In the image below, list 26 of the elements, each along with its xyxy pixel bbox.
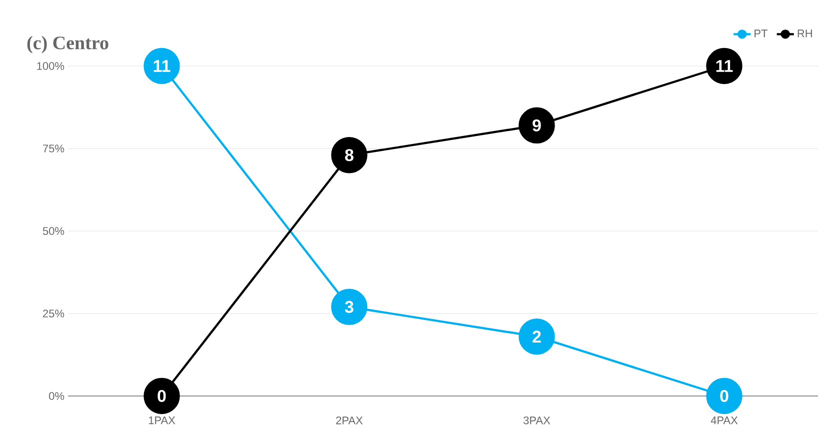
point <box>706 378 742 414</box>
y-tick-label: 75% <box>43 144 64 152</box>
annotation: 9 <box>532 119 541 132</box>
y-tick-label: 50% <box>42 227 64 235</box>
chart-title: (c) Centro <box>27 36 108 54</box>
annotation: 3 <box>344 300 354 313</box>
x-tick-label: 4PAX <box>710 416 738 424</box>
point <box>518 107 555 144</box>
annotation: 8 <box>345 149 354 162</box>
x-tick-label: 1PAX <box>148 416 176 424</box>
point <box>331 288 368 325</box>
x-tick-label: 2PAX <box>336 416 363 424</box>
legend-label: PT <box>754 30 768 38</box>
annotation: 11 <box>154 60 170 72</box>
annotation: 0 <box>158 390 166 402</box>
point <box>518 318 555 355</box>
legend-label: RH <box>798 30 812 38</box>
annotation: 11 <box>716 60 733 72</box>
annotation: 2 <box>532 330 541 343</box>
y-tick-label: 25% <box>43 310 64 318</box>
point <box>331 137 368 174</box>
y-tick-label: 0% <box>49 392 64 400</box>
annotation: 0 <box>720 390 728 402</box>
point <box>144 378 180 414</box>
x-tick-label: 3PAX <box>524 416 550 424</box>
y-tick-label: 100% <box>37 62 64 70</box>
